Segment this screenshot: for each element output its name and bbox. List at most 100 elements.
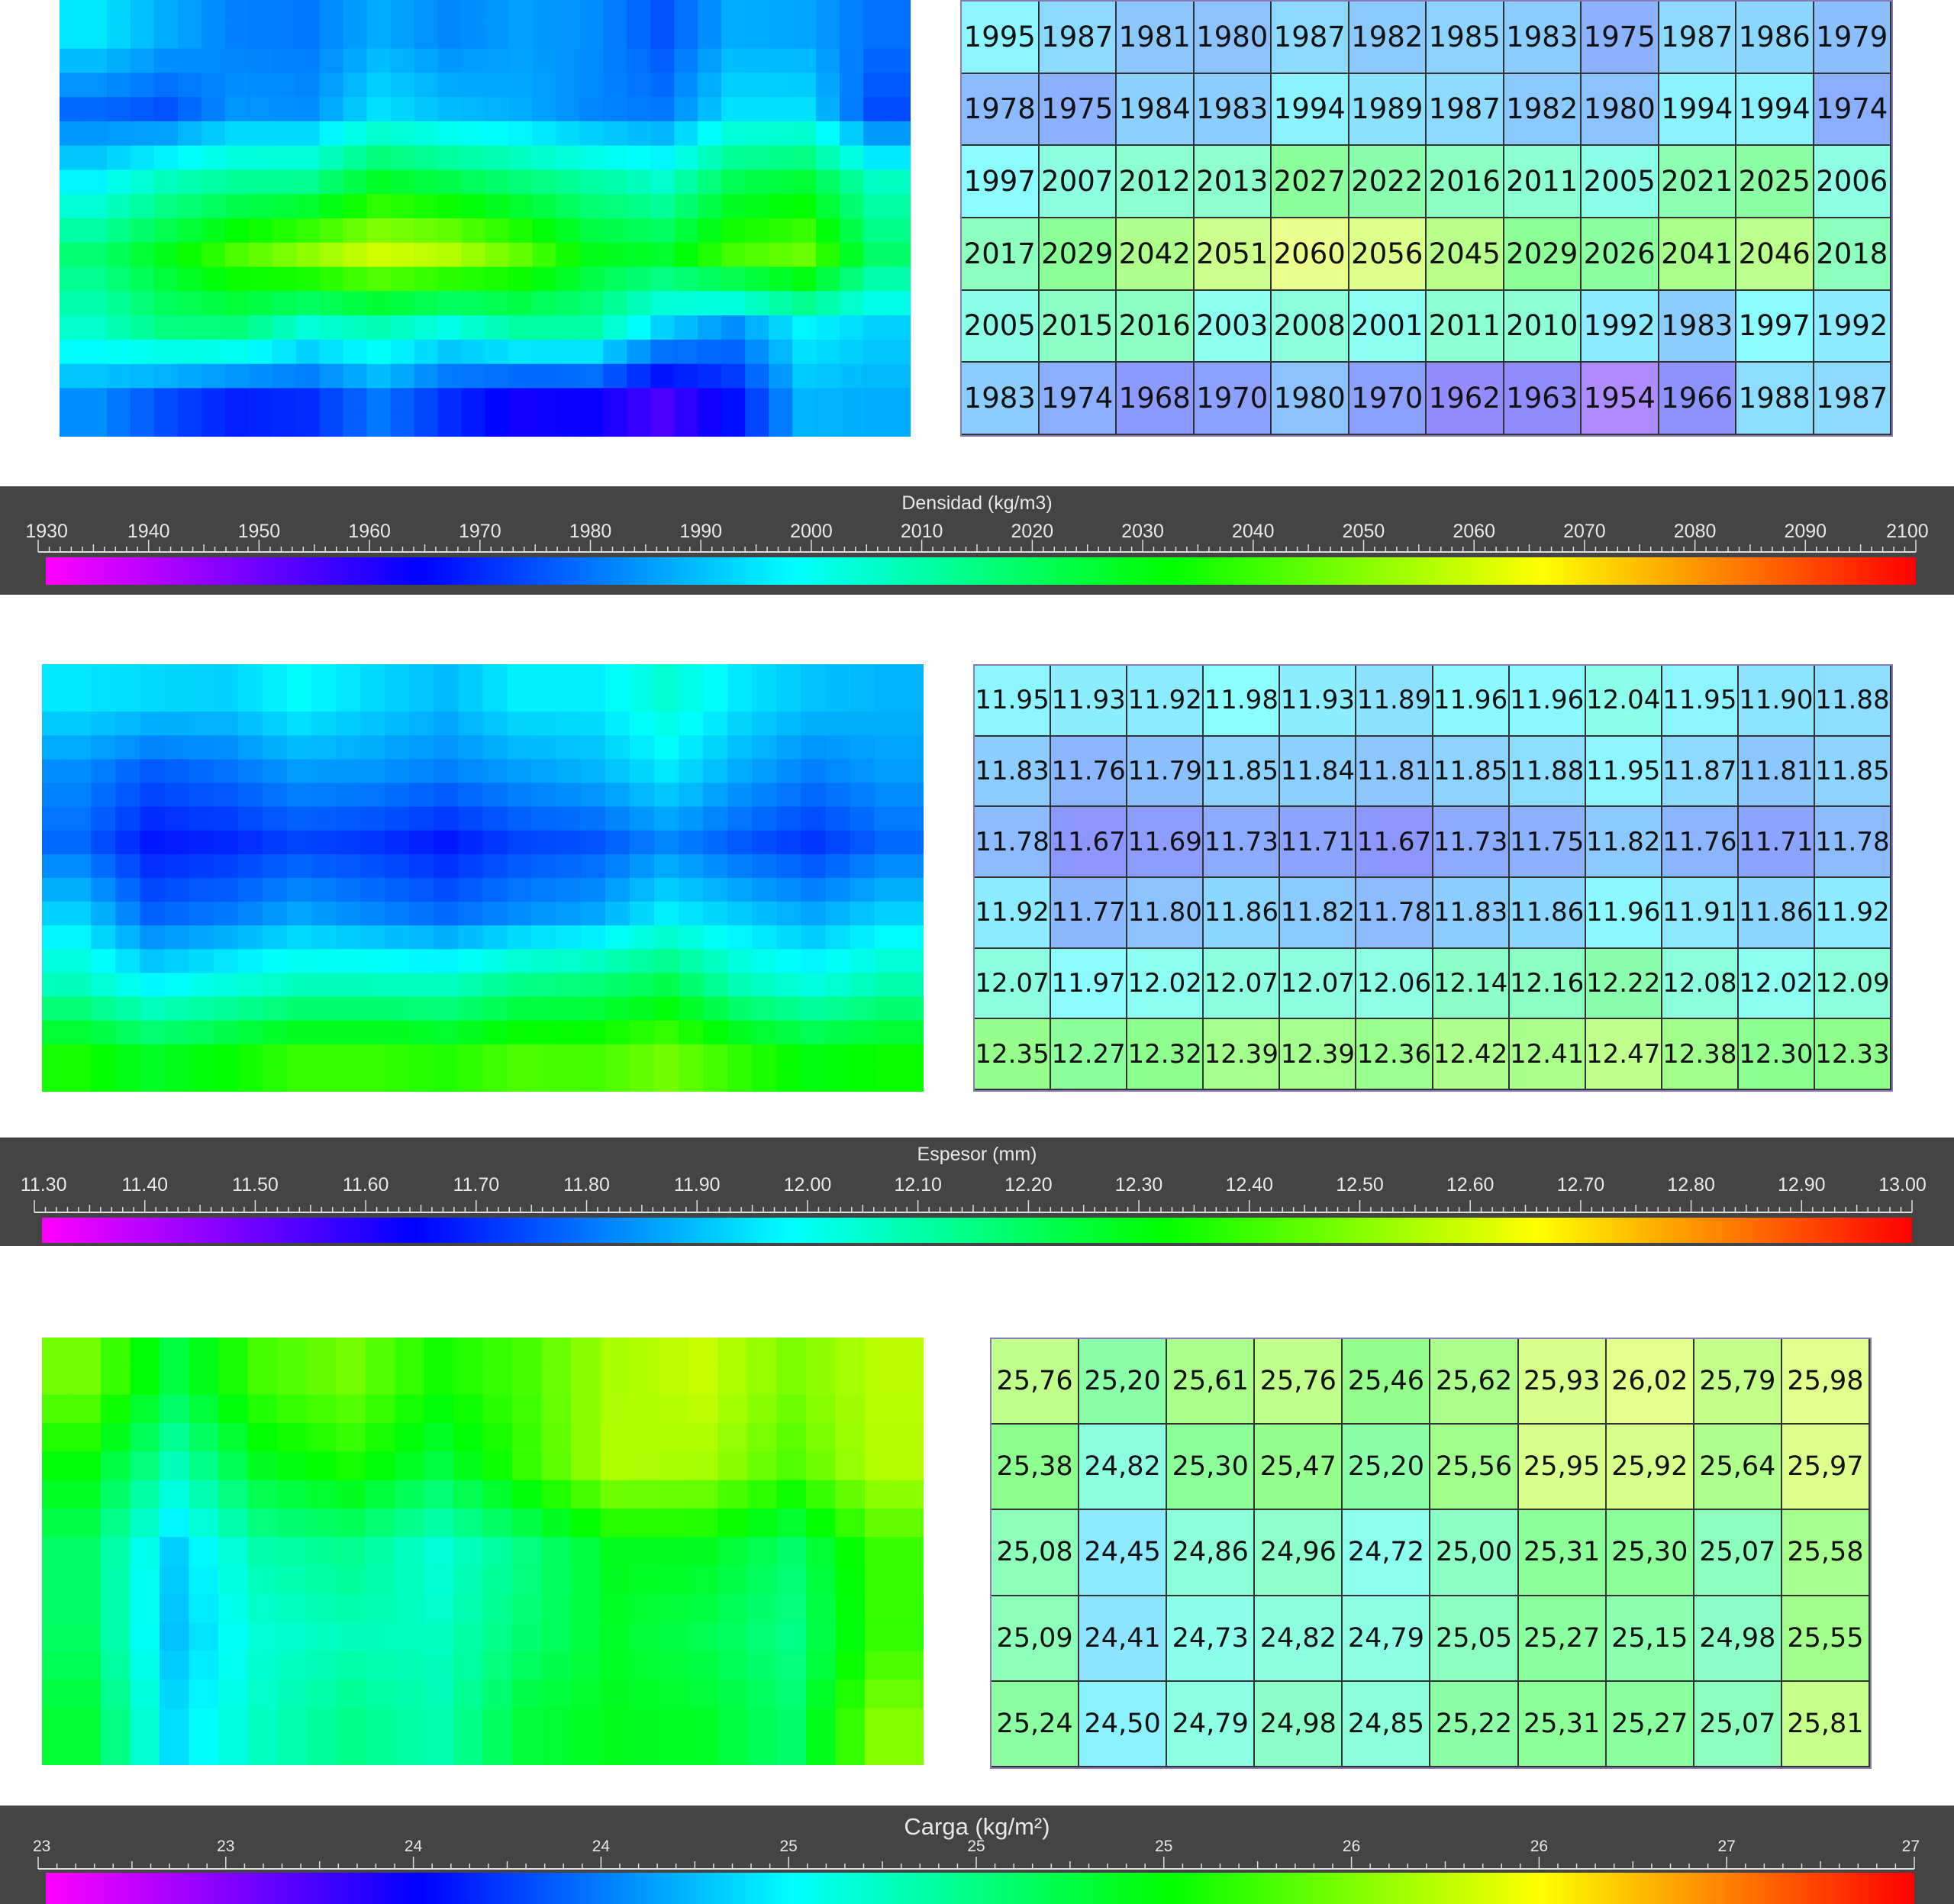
heatmap-pixel xyxy=(571,1509,601,1538)
table-cell: 11.96 xyxy=(1585,877,1662,949)
heatmap-pixel xyxy=(727,688,753,713)
heatmap-pixel xyxy=(894,1651,924,1680)
heatmap-pixel xyxy=(508,388,534,414)
heatmap-pixel xyxy=(115,735,141,760)
heatmap-pixel xyxy=(816,169,840,195)
heatmap-pixel xyxy=(485,412,510,437)
heatmap-pixel xyxy=(434,973,459,998)
heatmap-pixel xyxy=(894,1509,924,1538)
heatmap-pixel xyxy=(727,806,753,831)
heatmap-pixel xyxy=(414,0,439,25)
colorbar-tick-label: 12.30 xyxy=(1114,1174,1163,1196)
heatmap-pixel xyxy=(887,218,911,244)
heatmap-pixel xyxy=(385,830,411,855)
heatmap-pixel xyxy=(140,973,166,998)
heatmap-pixel xyxy=(434,1044,459,1069)
heatmap-pixel xyxy=(319,339,344,365)
heatmap-pixel xyxy=(887,363,911,389)
heatmap-pixel xyxy=(115,1044,141,1069)
heatmap-pixel xyxy=(71,1565,102,1595)
heatmap-pixel xyxy=(769,388,793,414)
heatmap-pixel xyxy=(600,1480,630,1509)
heatmap-pixel xyxy=(482,1338,513,1367)
heatmap-pixel xyxy=(461,218,486,244)
heatmap-pixel xyxy=(336,1594,366,1624)
heatmap-pixel xyxy=(395,1680,425,1709)
heatmap-pixel xyxy=(630,1394,660,1424)
heatmap-pixel xyxy=(306,1651,337,1680)
heatmap-pixel xyxy=(792,363,817,389)
table-cell: 25,09 xyxy=(992,1596,1080,1682)
heatmap-pixel xyxy=(247,1537,278,1567)
heatmap-pixel xyxy=(688,1509,719,1538)
heatmap-pixel xyxy=(360,878,385,902)
heatmap-pixel xyxy=(698,0,723,25)
heatmap-pixel xyxy=(688,1708,719,1738)
heatmap-pixel xyxy=(541,1565,572,1595)
heatmap-pixel xyxy=(674,339,699,365)
table-cell: 11.96 xyxy=(1433,666,1510,737)
heatmap-pixel xyxy=(508,0,534,25)
heatmap-pixel xyxy=(532,218,557,244)
heatmap-pixel xyxy=(650,339,676,365)
heatmap-pixel xyxy=(395,1565,425,1595)
heatmap-pixel xyxy=(336,688,361,713)
table-cell: 11.97 xyxy=(1051,948,1128,1020)
heatmap-pixel xyxy=(512,1537,543,1567)
heatmap-pixel xyxy=(395,1594,425,1624)
load-value-grid: 25,76 25,20 25,61 25,76 25,46 25,62 25,93 26,02… xyxy=(990,1338,1872,1769)
heatmap-pixel xyxy=(82,121,108,147)
heatmap-pixel xyxy=(850,925,875,950)
heatmap-pixel xyxy=(461,0,486,25)
heatmap-pixel xyxy=(580,949,606,974)
heatmap-pixel xyxy=(434,759,459,784)
heatmap-pixel xyxy=(272,194,297,219)
heatmap-pixel xyxy=(336,925,361,950)
heatmap-pixel xyxy=(571,1736,601,1765)
heatmap-pixel xyxy=(262,783,288,808)
table-cell: 1992 xyxy=(1814,290,1891,363)
heatmap-pixel xyxy=(531,735,557,760)
heatmap-pixel xyxy=(874,830,900,855)
heatmap-pixel xyxy=(424,1736,454,1765)
heatmap-pixel xyxy=(874,1067,900,1092)
heatmap-pixel xyxy=(286,806,312,831)
heatmap-pixel xyxy=(336,1708,366,1738)
heatmap-pixel xyxy=(747,1480,778,1509)
heatmap-pixel xyxy=(482,830,508,855)
heatmap-pixel xyxy=(605,712,630,737)
heatmap-pixel xyxy=(336,806,361,831)
heatmap-pixel xyxy=(60,315,84,340)
colorbar-tick-label: 12.90 xyxy=(1778,1174,1826,1196)
heatmap-pixel xyxy=(630,1565,660,1595)
heatmap-pixel xyxy=(365,1680,395,1709)
thickness-colorbar-title: Espesor (mm) xyxy=(917,1144,1037,1165)
table-cell: 11.81 xyxy=(1356,736,1433,808)
heatmap-pixel xyxy=(189,1509,219,1538)
heatmap-pixel xyxy=(336,878,361,902)
heatmap-pixel xyxy=(224,24,250,50)
heatmap-pixel xyxy=(336,1338,366,1367)
table-cell: 25,98 xyxy=(1781,1339,1870,1425)
heatmap-pixel xyxy=(769,363,793,389)
heatmap-pixel xyxy=(654,878,679,902)
heatmap-pixel xyxy=(311,1044,337,1069)
heatmap-pixel xyxy=(482,664,508,689)
heatmap-pixel xyxy=(453,1451,484,1481)
heatmap-pixel xyxy=(571,1423,601,1453)
table-cell: 1985 xyxy=(1427,2,1504,74)
heatmap-pixel xyxy=(458,712,484,737)
heatmap-pixel xyxy=(532,339,557,365)
table-cell: 11.71 xyxy=(1738,807,1815,878)
heatmap-pixel xyxy=(106,339,131,365)
heatmap-pixel xyxy=(579,291,605,316)
heatmap-pixel xyxy=(850,973,875,998)
heatmap-pixel xyxy=(571,1394,601,1424)
heatmap-pixel xyxy=(237,759,263,784)
table-cell: 11.90 xyxy=(1738,666,1815,737)
heatmap-pixel xyxy=(698,169,723,195)
heatmap-pixel xyxy=(409,902,435,927)
heatmap-pixel xyxy=(840,145,864,171)
table-cell: 2007 xyxy=(1039,146,1117,218)
table-cell: 12.09 xyxy=(1814,948,1891,1020)
